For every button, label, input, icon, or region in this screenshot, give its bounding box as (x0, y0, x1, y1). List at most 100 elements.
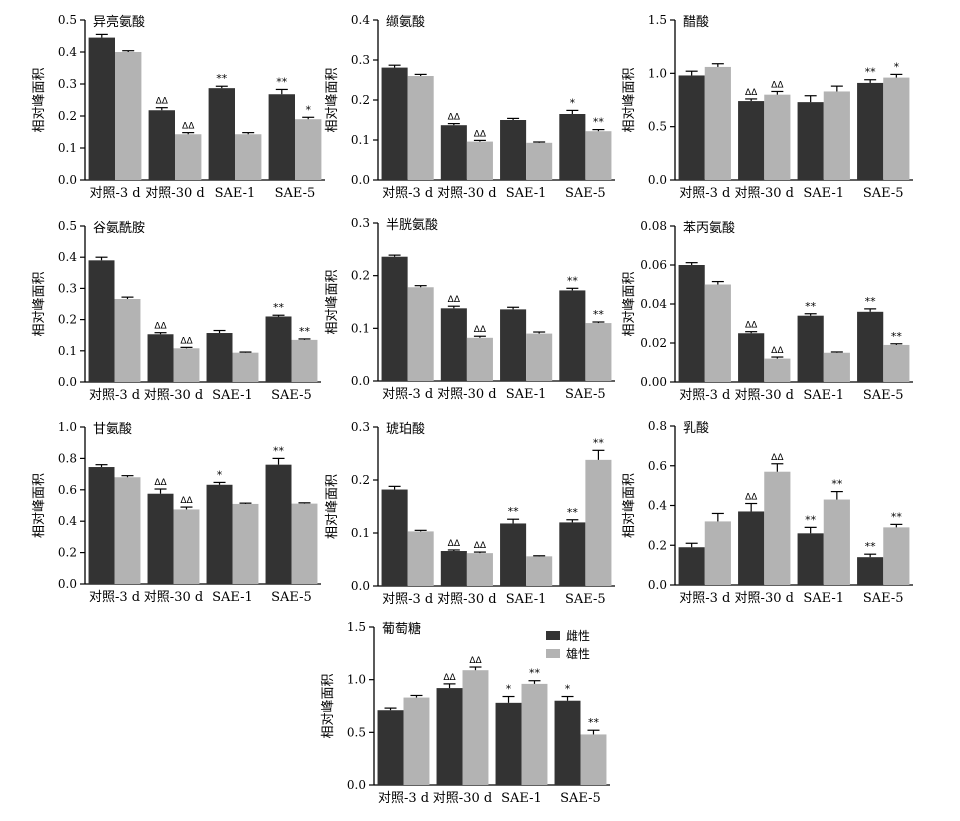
y-tick-label: 0.2 (58, 546, 77, 560)
x-tick-label: 对照-3 d (382, 387, 433, 402)
significance-mark: ΔΔ (156, 97, 169, 107)
x-tick-label: 对照-3 d (382, 592, 433, 607)
significance-mark: ** (865, 66, 877, 79)
bar-female (857, 82, 884, 180)
chart-title: 葡萄糖 (382, 621, 421, 637)
y-tick-label: 0.2 (351, 269, 370, 283)
legend-label: 雌性 (566, 628, 590, 643)
significance-mark: ΔΔ (182, 122, 195, 132)
y-tick-label: 0.0 (648, 173, 667, 187)
y-tick-label: 0.4 (58, 514, 77, 528)
y-tick-label: 1.0 (347, 673, 366, 687)
bar-male (580, 734, 607, 785)
y-tick-label: 1.0 (58, 420, 77, 434)
y-tick-label: 0.2 (648, 538, 667, 552)
y-tick-label: 0.3 (351, 216, 370, 230)
bar-male (704, 521, 731, 585)
chart-title: 醋酸 (683, 14, 709, 30)
bar-male (173, 509, 200, 584)
significance-mark: ΔΔ (474, 325, 487, 335)
significance-mark: ** (865, 295, 877, 308)
y-tick-label: 0.0 (648, 578, 667, 592)
bar-male (291, 503, 318, 584)
bar-female (678, 75, 705, 180)
chart-title: 异亮氨酸 (93, 14, 145, 30)
y-axis-label: 相对峰面积 (622, 473, 637, 538)
significance-mark: ** (891, 330, 903, 343)
significance-mark: * (305, 103, 311, 116)
chart-title: 琥珀酸 (386, 422, 425, 437)
bar-female (559, 114, 586, 180)
x-tick-label: 对照-30 d (433, 791, 492, 806)
bar-female (147, 493, 174, 584)
bar-female (554, 700, 581, 785)
x-tick-label: SAE-5 (565, 186, 606, 201)
significance-mark: ** (567, 506, 579, 519)
y-axis-label: 相对峰面积 (622, 67, 637, 132)
chart-panel-10: 0.0 0.5 1.0 1.5 葡萄糖 相对峰面积 对照-3 d ΔΔ ΔΔ 对照-30 d * **… (319, 617, 620, 815)
significance-mark: * (506, 683, 512, 696)
y-tick-label: 0.5 (648, 120, 667, 134)
y-tick-label: 0.5 (347, 725, 366, 739)
y-tick-label: 0.2 (58, 313, 77, 327)
x-tick-label: SAE-1 (803, 186, 844, 201)
significance-mark: ** (273, 444, 285, 457)
y-tick-label: 0.0 (351, 374, 370, 388)
y-tick-label: 0.4 (58, 250, 77, 264)
bar-male (466, 337, 493, 381)
bar-female (738, 333, 765, 382)
x-tick-label: 对照-3 d (89, 590, 140, 605)
significance-mark: ** (831, 478, 843, 491)
x-tick-label: SAE-1 (506, 387, 547, 402)
bar-female (500, 309, 527, 381)
y-tick-label: 0.08 (640, 219, 667, 233)
y-axis-label: 相对峰面积 (32, 473, 47, 538)
bar-female (381, 67, 408, 180)
bar-female (381, 256, 408, 381)
bar-male (175, 134, 202, 180)
significance-mark: ** (508, 505, 519, 518)
x-tick-label: SAE-1 (501, 791, 542, 806)
x-tick-label: 对照-30 d (144, 388, 203, 403)
significance-mark: ** (593, 116, 605, 129)
y-tick-label: 0.00 (640, 375, 667, 389)
x-tick-label: 对照-30 d (437, 186, 496, 201)
chart-title: 谷氨酰胺 (93, 221, 145, 236)
x-tick-label: SAE-5 (271, 388, 312, 403)
bar-female (381, 489, 408, 586)
bar-male (585, 459, 612, 586)
x-tick-label: 对照-3 d (89, 186, 140, 201)
significance-mark: ** (805, 300, 817, 313)
significance-mark: ΔΔ (154, 322, 167, 332)
y-tick-label: 0.04 (640, 297, 667, 311)
chart-panel-7: 0.0 0.2 0.4 0.6 0.8 1.0 甘氨酸 相对峰面积 对照-3 d ΔΔ ΔΔ 对照-3… (30, 417, 331, 614)
x-tick-label: 对照-3 d (679, 186, 730, 201)
significance-mark: ΔΔ (771, 346, 784, 356)
chart-title: 乳酸 (683, 421, 709, 436)
bar-female (148, 110, 175, 180)
bar-female (495, 702, 522, 785)
significance-mark: ΔΔ (154, 478, 167, 488)
x-tick-label: SAE-1 (803, 388, 844, 403)
y-tick-label: 1.5 (648, 13, 667, 27)
bar-female (440, 125, 467, 180)
x-tick-label: 对照-3 d (89, 388, 140, 403)
y-tick-label: 0.5 (58, 13, 77, 27)
y-tick-label: 0.0 (58, 375, 77, 389)
bar-male (235, 134, 262, 180)
x-tick-label: 对照-3 d (679, 388, 730, 403)
y-tick-label: 0.1 (351, 133, 370, 147)
chart-panel-6: 0.00 0.02 0.04 0.06 0.08 苯丙氨酸 相对峰面积 对照-3 d ΔΔ ΔΔ 对… (620, 216, 923, 412)
y-tick-label: 0.3 (351, 53, 370, 67)
y-tick-label: 0.06 (640, 258, 667, 272)
chart-panel-1: 0.0 0.1 0.2 0.3 0.4 0.5 异亮氨酸 相对峰面积 对照-3 d ΔΔ ΔΔ 对照-… (30, 10, 335, 210)
x-tick-label: 对照-30 d (735, 186, 794, 201)
bar-male (295, 119, 322, 180)
bar-male (114, 477, 141, 584)
y-tick-label: 0.0 (347, 778, 366, 792)
